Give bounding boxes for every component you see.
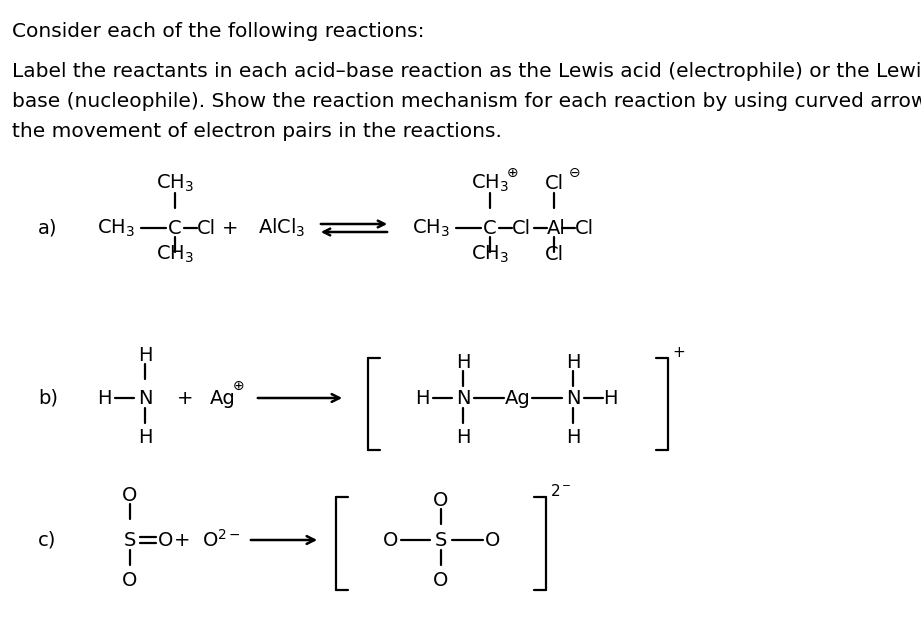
Text: Cl: Cl [544,245,564,263]
Text: CH$_3$: CH$_3$ [156,173,194,194]
Text: H: H [603,388,617,408]
Text: +: + [222,218,239,238]
Text: +: + [174,531,191,549]
Text: $\oplus$: $\oplus$ [506,166,519,180]
Text: c): c) [38,531,56,549]
Text: Cl: Cl [544,173,564,193]
Text: H: H [565,428,580,446]
Text: O: O [485,531,500,549]
Text: 2$^-$: 2$^-$ [550,483,572,499]
Text: H: H [138,345,152,365]
Text: O: O [433,491,449,509]
Text: $\oplus$: $\oplus$ [232,379,244,393]
Text: N: N [565,388,580,408]
Text: O: O [383,531,399,549]
Text: Cl: Cl [197,218,216,238]
Text: O: O [433,571,449,589]
Text: O: O [122,571,137,589]
Text: CH$_3$: CH$_3$ [471,243,509,265]
Text: AlCl$_3$: AlCl$_3$ [258,217,306,239]
Text: H: H [456,428,471,446]
Text: H: H [97,388,111,408]
Text: Cl: Cl [575,218,594,238]
Text: Label the reactants in each acid–base reaction as the Lewis acid (electrophile) : Label the reactants in each acid–base re… [12,62,921,81]
Text: C: C [484,218,496,238]
Text: Cl: Cl [512,218,531,238]
Text: O$^{2-}$: O$^{2-}$ [202,529,241,551]
Text: N: N [456,388,471,408]
Text: S: S [435,531,448,549]
Text: +: + [177,388,193,408]
Text: H: H [456,352,471,372]
Text: O: O [122,486,137,504]
Text: CH$_3$: CH$_3$ [156,243,194,265]
Text: CH$_3$: CH$_3$ [97,218,135,239]
Text: H: H [565,352,580,372]
Text: N: N [138,388,152,408]
Text: a): a) [38,218,57,238]
Text: CH$_3$: CH$_3$ [412,218,450,239]
Text: O: O [158,531,173,549]
Text: +: + [672,345,684,359]
Text: $\ominus$: $\ominus$ [568,166,580,180]
Text: H: H [415,388,429,408]
Text: Ag: Ag [505,388,530,408]
Text: CH$_3$: CH$_3$ [471,173,509,194]
Text: the movement of electron pairs in the reactions.: the movement of electron pairs in the re… [12,122,502,141]
Text: S: S [123,531,136,549]
Text: H: H [138,428,152,446]
Text: b): b) [38,388,58,408]
Text: Consider each of the following reactions:: Consider each of the following reactions… [12,22,425,41]
Text: C: C [169,218,181,238]
Text: Ag: Ag [210,388,236,408]
Text: Al: Al [547,218,565,238]
Text: base (nucleophile). Show the reaction mechanism for each reaction by using curve: base (nucleophile). Show the reaction me… [12,92,921,111]
